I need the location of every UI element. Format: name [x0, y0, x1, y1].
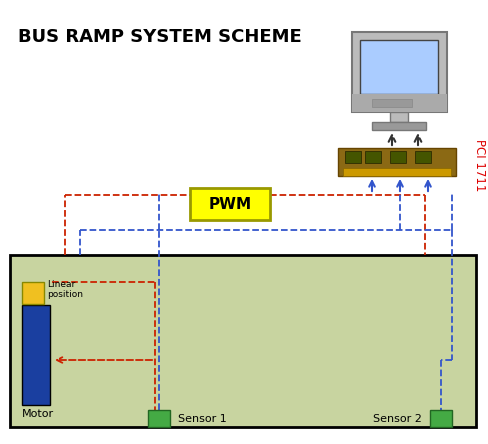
- Text: Sensor 1: Sensor 1: [178, 413, 226, 424]
- Text: Motor: Motor: [22, 409, 54, 419]
- Bar: [345, 151, 360, 163]
- Bar: [22, 282, 44, 304]
- Bar: [351, 94, 446, 112]
- Text: PCI 1711: PCI 1711: [472, 139, 486, 191]
- Bar: [22, 305, 50, 405]
- Bar: [148, 410, 170, 427]
- Bar: [414, 151, 430, 163]
- Bar: [190, 188, 269, 220]
- Bar: [337, 148, 455, 176]
- Bar: [351, 32, 446, 112]
- Bar: [10, 255, 475, 427]
- Text: Linear
position: Linear position: [47, 280, 83, 299]
- Bar: [429, 410, 451, 427]
- Text: Sensor 2: Sensor 2: [372, 413, 421, 424]
- Text: BUS RAMP SYSTEM SCHEME: BUS RAMP SYSTEM SCHEME: [18, 28, 301, 46]
- Bar: [364, 151, 380, 163]
- Bar: [371, 99, 411, 107]
- Bar: [342, 168, 450, 176]
- Bar: [359, 40, 437, 94]
- Bar: [389, 151, 405, 163]
- Bar: [389, 112, 407, 122]
- Bar: [371, 122, 425, 130]
- Text: PWM: PWM: [208, 197, 251, 211]
